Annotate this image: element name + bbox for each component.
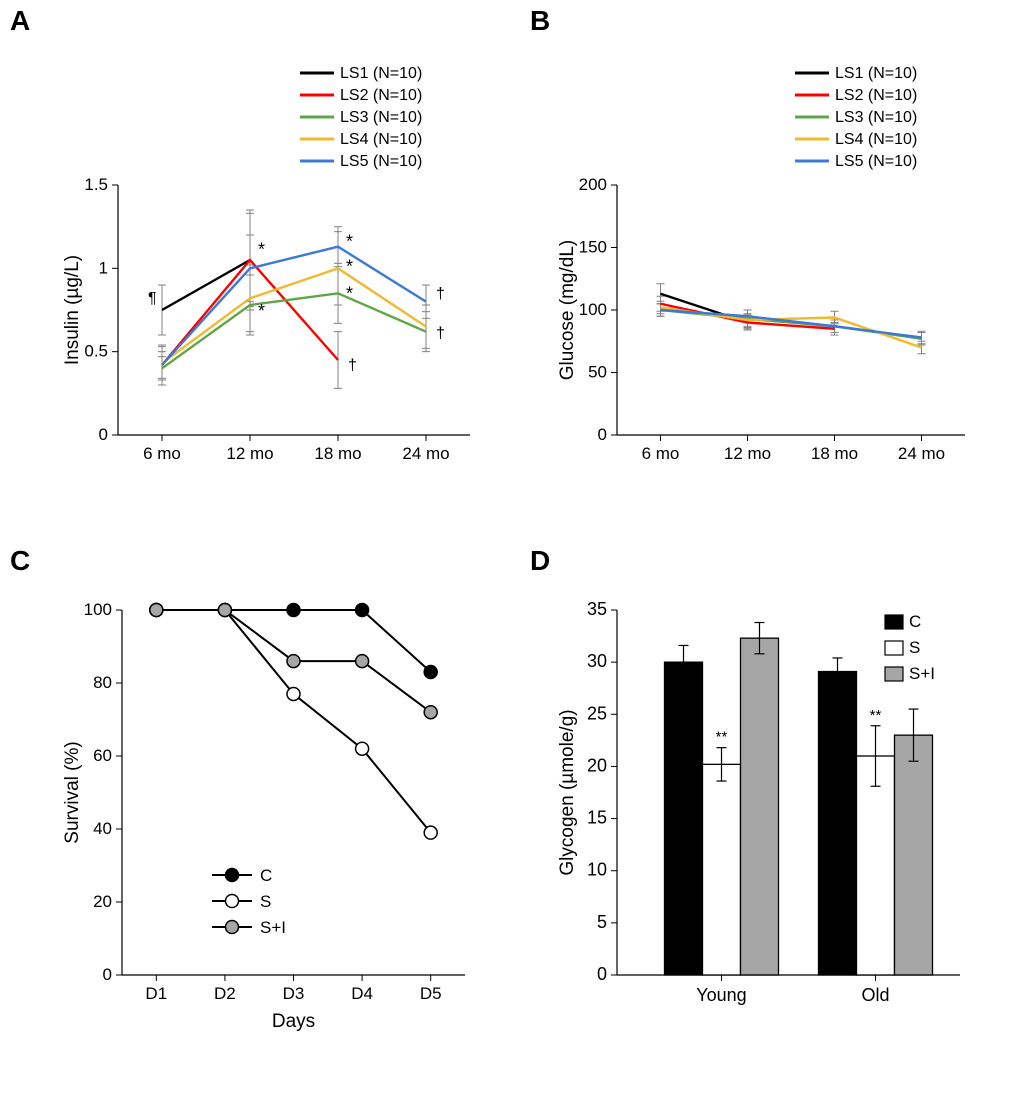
svg-text:100: 100: [84, 600, 112, 619]
svg-text:LS5 (N=10): LS5 (N=10): [340, 153, 422, 170]
panel-label-d: D: [530, 545, 550, 577]
svg-text:Glucose (mg/dL): Glucose (mg/dL): [557, 240, 578, 380]
svg-text:6 mo: 6 mo: [642, 444, 680, 463]
svg-text:Survival (%): Survival (%): [62, 741, 83, 843]
svg-text:†: †: [436, 325, 445, 342]
svg-text:**: **: [870, 707, 882, 724]
svg-text:24 mo: 24 mo: [898, 444, 945, 463]
svg-text:12 mo: 12 mo: [724, 444, 771, 463]
svg-text:LS3 (N=10): LS3 (N=10): [340, 109, 422, 126]
svg-text:200: 200: [579, 175, 607, 194]
svg-text:0: 0: [99, 425, 108, 444]
svg-text:*: *: [258, 301, 265, 321]
svg-text:0: 0: [598, 425, 607, 444]
svg-text:LS1 (N=10): LS1 (N=10): [340, 65, 422, 82]
svg-text:†: †: [348, 357, 357, 374]
svg-text:D4: D4: [351, 984, 373, 1003]
svg-text:†: †: [436, 285, 445, 302]
svg-text:S: S: [260, 892, 271, 911]
svg-text:1: 1: [99, 258, 108, 277]
svg-text:*: *: [346, 231, 353, 251]
svg-text:LS3 (N=10): LS3 (N=10): [835, 109, 917, 126]
svg-text:*: *: [346, 283, 353, 303]
svg-text:0: 0: [597, 964, 607, 984]
svg-text:30: 30: [587, 651, 607, 671]
svg-text:D5: D5: [420, 984, 442, 1003]
svg-text:18 mo: 18 mo: [314, 444, 361, 463]
svg-text:Old: Old: [861, 985, 889, 1005]
figure-root: A B C D 0 0.5 1 1.5 6 mo 12 mo 18 mo 24 mo Insul…: [0, 0, 1020, 1096]
svg-text:S+I: S+I: [909, 664, 935, 683]
panel-b: 0 50 100 150 200 6 mo 12 mo 18 mo 24 mo Glucose (…: [555, 55, 975, 485]
svg-text:60: 60: [93, 746, 112, 765]
svg-text:C: C: [260, 866, 272, 885]
svg-text:Days: Days: [272, 1011, 315, 1032]
svg-text:Young: Young: [696, 985, 746, 1005]
svg-text:**: **: [716, 729, 728, 746]
svg-text:35: 35: [587, 599, 607, 619]
svg-text:0.5: 0.5: [84, 342, 108, 361]
svg-text:S+I: S+I: [260, 918, 286, 937]
svg-text:10: 10: [587, 860, 607, 880]
svg-text:D2: D2: [214, 984, 236, 1003]
svg-text:Insulin (µg/L): Insulin (µg/L): [62, 255, 83, 365]
svg-text:LS2 (N=10): LS2 (N=10): [340, 87, 422, 104]
svg-text:100: 100: [579, 300, 607, 319]
svg-text:S: S: [909, 638, 920, 657]
svg-text:15: 15: [587, 808, 607, 828]
panel-d: 0 5 10 15 20 25 30 35 Glycogen (µmole/g) ** Young *…: [555, 585, 975, 1055]
svg-text:80: 80: [93, 673, 112, 692]
chart-glycogen: 0 5 10 15 20 25 30 35 Glycogen (µmole/g) ** Young *…: [555, 585, 975, 1055]
svg-text:*: *: [346, 256, 353, 276]
svg-text:40: 40: [93, 819, 112, 838]
svg-text:D1: D1: [145, 984, 167, 1003]
chart-insulin: 0 0.5 1 1.5 6 mo 12 mo 18 mo 24 mo Insulin (µg/L…: [60, 55, 480, 485]
svg-text:5: 5: [597, 912, 607, 932]
svg-text:LS4 (N=10): LS4 (N=10): [835, 131, 917, 148]
panel-label-b: B: [530, 5, 550, 37]
panel-label-a: A: [10, 5, 30, 37]
svg-text:18 mo: 18 mo: [811, 444, 858, 463]
chart-glucose: 0 50 100 150 200 6 mo 12 mo 18 mo 24 mo Glucose (…: [555, 55, 975, 485]
svg-text:LS2 (N=10): LS2 (N=10): [835, 87, 917, 104]
panel-c: 020406080100D1D2D3D4D5Survival (%)DaysCS…: [60, 585, 480, 1055]
svg-text:20: 20: [587, 755, 607, 775]
svg-text:1.5: 1.5: [84, 175, 108, 194]
svg-text:*: *: [258, 240, 265, 260]
svg-text:LS4 (N=10): LS4 (N=10): [340, 131, 422, 148]
svg-text:0: 0: [103, 965, 112, 984]
svg-text:¶: ¶: [148, 290, 157, 307]
svg-text:Glycogen (µmole/g): Glycogen (µmole/g): [557, 709, 578, 875]
svg-text:6 mo: 6 mo: [143, 444, 181, 463]
svg-text:20: 20: [93, 892, 112, 911]
svg-text:24 mo: 24 mo: [402, 444, 449, 463]
panel-label-c: C: [10, 545, 30, 577]
svg-text:LS5 (N=10): LS5 (N=10): [835, 153, 917, 170]
svg-text:25: 25: [587, 703, 607, 723]
svg-text:12 mo: 12 mo: [226, 444, 273, 463]
svg-text:D3: D3: [283, 984, 305, 1003]
svg-text:C: C: [909, 612, 921, 631]
svg-text:150: 150: [579, 238, 607, 257]
chart-survival: 020406080100D1D2D3D4D5Survival (%)DaysCS…: [60, 585, 480, 1055]
svg-text:50: 50: [588, 363, 607, 382]
svg-text:LS1 (N=10): LS1 (N=10): [835, 65, 917, 82]
panel-a: 0 0.5 1 1.5 6 mo 12 mo 18 mo 24 mo Insulin (µg/L…: [60, 55, 480, 485]
